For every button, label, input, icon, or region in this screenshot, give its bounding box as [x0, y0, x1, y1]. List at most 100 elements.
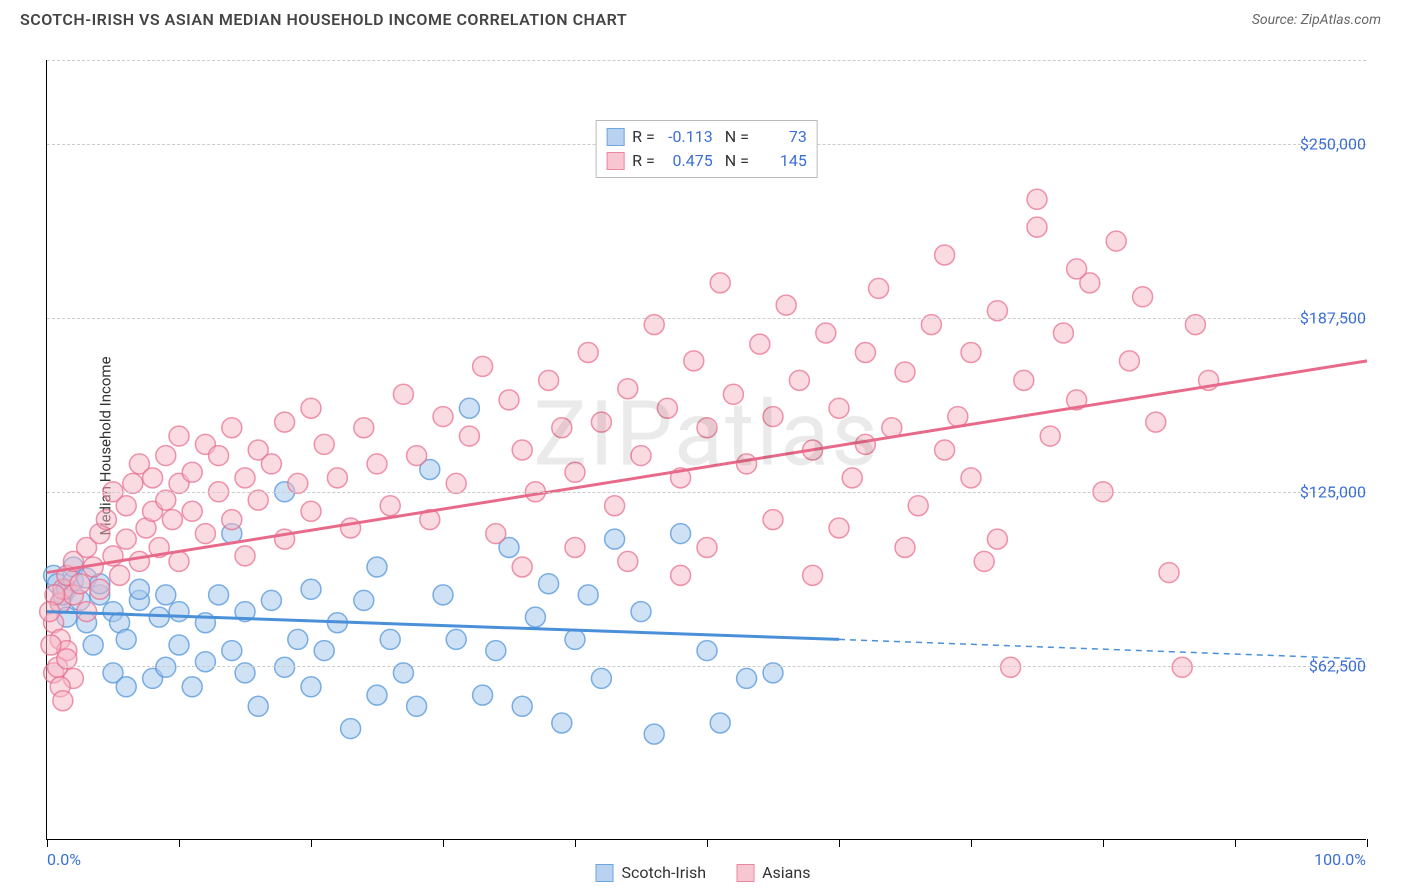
correlation-legend: R = -0.113 N = 73 R = 0.475 N = 145: [595, 120, 818, 178]
data-point: [116, 529, 136, 549]
data-point: [110, 565, 130, 585]
x-tick: [443, 839, 444, 847]
data-point: [948, 407, 968, 427]
data-point: [301, 579, 321, 599]
data-point: [1106, 231, 1126, 251]
data-point: [869, 278, 889, 298]
legend-label-scotch-irish: Scotch-Irish: [622, 863, 707, 882]
data-point: [697, 418, 717, 438]
data-point: [301, 501, 321, 521]
data-point: [1119, 351, 1139, 371]
data-point: [156, 446, 176, 466]
data-point: [301, 398, 321, 418]
data-point: [195, 652, 215, 672]
data-point: [116, 629, 136, 649]
data-point: [446, 473, 466, 493]
data-point: [552, 713, 572, 733]
x-tick: [179, 839, 180, 847]
data-point: [433, 407, 453, 427]
x-tick: [971, 839, 972, 847]
data-point: [354, 590, 374, 610]
data-point: [1027, 217, 1047, 237]
x-axis-label-min: 0.0%: [47, 850, 81, 869]
data-point: [275, 412, 295, 432]
n-label: N =: [721, 125, 749, 149]
data-point: [605, 496, 625, 516]
data-point: [182, 501, 202, 521]
data-point: [182, 677, 202, 697]
data-point: [327, 468, 347, 488]
data-point: [222, 418, 242, 438]
data-point: [162, 510, 182, 530]
data-point: [116, 677, 136, 697]
data-point: [96, 510, 116, 530]
data-point: [169, 635, 189, 655]
data-point: [710, 713, 730, 733]
data-point: [1014, 370, 1034, 390]
data-point: [248, 696, 268, 716]
data-point: [895, 362, 915, 382]
y-tick-label: $250,000: [1300, 134, 1376, 153]
data-point: [248, 490, 268, 510]
data-point: [763, 510, 783, 530]
data-point: [1027, 189, 1047, 209]
data-point: [684, 351, 704, 371]
legend-item-scotch-irish: Scotch-Irish: [596, 863, 707, 882]
data-point: [433, 585, 453, 605]
data-point: [816, 323, 836, 343]
data-point: [591, 412, 611, 432]
data-point: [565, 462, 585, 482]
data-point: [737, 454, 757, 474]
data-point: [895, 538, 915, 558]
data-point: [499, 390, 519, 410]
data-point: [578, 343, 598, 363]
data-point: [539, 370, 559, 390]
data-point: [446, 629, 466, 649]
data-point: [935, 440, 955, 460]
r-label: R =: [632, 149, 655, 173]
data-point: [737, 668, 757, 688]
data-point: [235, 468, 255, 488]
data-point: [1159, 563, 1179, 583]
data-point: [525, 607, 545, 627]
data-point: [1053, 323, 1073, 343]
data-point: [763, 407, 783, 427]
data-point: [209, 585, 229, 605]
data-point: [987, 529, 1007, 549]
data-point: [41, 635, 61, 655]
data-point: [671, 524, 691, 544]
data-point: [697, 641, 717, 661]
data-point: [169, 426, 189, 446]
data-point: [618, 379, 638, 399]
data-point: [1133, 287, 1153, 307]
legend-item-asians: Asians: [736, 863, 810, 882]
data-point: [156, 657, 176, 677]
data-point: [459, 398, 479, 418]
data-point: [644, 724, 664, 744]
legend-row-scotch-irish: R = -0.113 N = 73: [606, 125, 807, 149]
swatch-asians: [736, 864, 754, 882]
data-point: [486, 524, 506, 544]
data-point: [288, 629, 308, 649]
gridline: [47, 60, 1366, 61]
gridline: [47, 318, 1366, 319]
swatch-scotch-irish: [596, 864, 614, 882]
data-point: [803, 565, 823, 585]
x-tick: [707, 839, 708, 847]
data-point: [70, 574, 90, 594]
data-point: [380, 629, 400, 649]
data-point: [855, 343, 875, 363]
series-legend: Scotch-Irish Asians: [596, 863, 811, 882]
data-point: [512, 557, 532, 577]
data-point: [908, 496, 928, 516]
gridline: [47, 666, 1366, 667]
data-point: [1001, 657, 1021, 677]
data-point: [459, 426, 479, 446]
data-point: [169, 602, 189, 622]
data-point: [565, 629, 585, 649]
data-point: [288, 473, 308, 493]
data-point: [855, 434, 875, 454]
data-point: [552, 418, 572, 438]
data-point: [605, 529, 625, 549]
data-point: [169, 551, 189, 571]
